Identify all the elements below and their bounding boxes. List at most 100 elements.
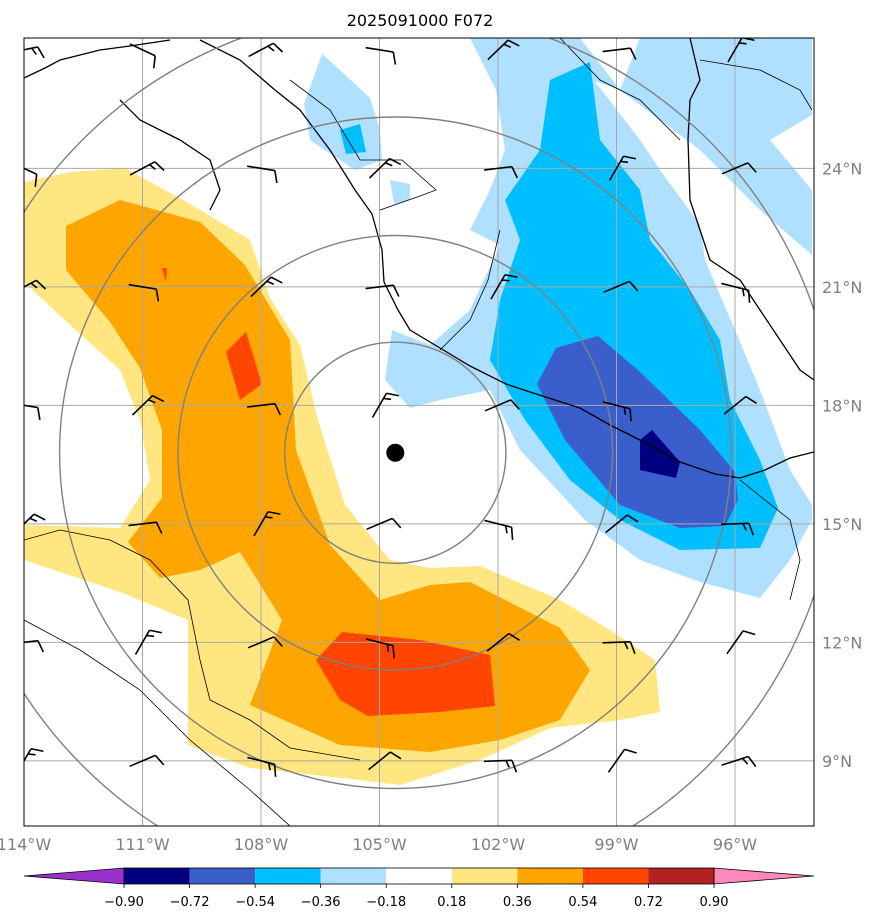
wind-barb-flag <box>392 51 397 65</box>
positive-field-strong-dot <box>162 268 167 282</box>
wind-barb <box>484 399 520 412</box>
wind-barb-flag <box>146 634 155 638</box>
wind-barb-flag <box>383 397 392 401</box>
wind-barb-flag <box>386 644 390 652</box>
wind-barb-flag <box>27 753 36 756</box>
negative-field-light-patch <box>390 180 410 204</box>
figure-title: 2025091000 F072 <box>347 11 494 30</box>
wind-barb-flag <box>510 527 514 540</box>
wind-barb-flag <box>501 279 510 282</box>
colorbar-swatch <box>451 868 518 884</box>
range-ring <box>58 116 732 790</box>
wind-barb-flag <box>267 45 275 52</box>
wind-barb <box>365 46 397 65</box>
wind-barb <box>247 402 282 416</box>
wind-barb-flag <box>386 392 400 397</box>
wind-barb-flag <box>37 640 45 653</box>
wind-barb-shaft <box>24 161 38 175</box>
wind-barb-shaft <box>368 751 391 771</box>
wind-barb <box>129 161 165 176</box>
wind-barb-flag <box>37 407 41 421</box>
wind-barb-shaft <box>365 638 394 647</box>
wind-barb-flag <box>742 523 747 531</box>
wind-barb-flag <box>391 517 402 529</box>
wind-barb-flag <box>31 47 37 55</box>
latitude-label: 21°N <box>822 278 862 297</box>
wind-barb-flag <box>272 42 284 53</box>
wind-barb-shaft <box>720 522 750 526</box>
wind-barb-flag <box>624 748 637 754</box>
wind-barb-shaft <box>721 162 749 175</box>
wind-barb-flag <box>742 630 756 636</box>
wind-barb <box>368 751 402 771</box>
wind-barb-flag <box>747 162 757 173</box>
wind-barb-flag <box>389 751 402 760</box>
wind-barb-flag <box>29 517 38 522</box>
coastline-baja <box>24 39 171 79</box>
wind-barb-flag <box>389 157 402 166</box>
wind-barb <box>483 759 518 773</box>
wind-barb <box>602 401 632 422</box>
wind-barb-flag <box>623 407 627 415</box>
wind-barb-flag <box>155 521 163 534</box>
wind-barb-shaft <box>247 636 275 649</box>
wind-barb <box>602 47 637 60</box>
wind-barb <box>484 519 514 540</box>
latitude-label: 12°N <box>822 633 862 652</box>
longitude-label: 102°W <box>471 835 526 854</box>
wind-barb <box>253 510 281 537</box>
colorbar-tick-label: −0.72 <box>170 895 210 910</box>
wind-barb-flag <box>742 757 749 765</box>
wind-barb <box>605 514 639 534</box>
wind-barb-shaft <box>134 629 151 655</box>
wind-barb-flag <box>270 276 283 284</box>
wind-barb-flag <box>510 399 520 410</box>
wind-barb-flag <box>745 395 757 405</box>
wind-barb-shaft <box>128 283 157 290</box>
wind-barb-flag <box>267 762 271 771</box>
wind-barb-flag <box>35 279 47 290</box>
wind-barb-flag <box>33 513 46 521</box>
colorbar-swatch <box>386 868 452 884</box>
longitude-label: 111°W <box>115 835 170 854</box>
wind-barb <box>134 629 163 655</box>
wind-barb-shaft <box>483 759 513 763</box>
wind-barb-flag <box>149 163 157 170</box>
wind-barb-shaft <box>24 513 35 535</box>
colorbar-tick-label: −0.54 <box>235 895 275 910</box>
wind-barb-shaft <box>726 630 744 655</box>
colorbar-tick-label: 0.36 <box>503 895 532 910</box>
wind-barb-flag <box>30 282 38 289</box>
wind-barb <box>487 39 520 61</box>
wind-barb-shaft <box>484 519 512 529</box>
wind-barb-shaft <box>484 165 512 171</box>
wind-barb-shaft <box>247 165 275 172</box>
wind-barb-shaft <box>721 282 749 292</box>
wind-barb <box>368 157 402 179</box>
wind-barb-flag <box>747 290 751 303</box>
colorbar-tick-label: 0.18 <box>437 895 466 910</box>
border-line-1 <box>289 79 437 211</box>
wind-barb <box>723 395 757 415</box>
latitude-labels: 9°N 12°N 15°N 18°N 21°N 24°N <box>822 159 862 770</box>
longitude-label: 96°W <box>713 835 757 854</box>
positive-field-strong-south <box>316 632 495 716</box>
colorbar-extend-low <box>23 867 125 885</box>
wind-barb-flag <box>504 525 508 534</box>
wind-barb-flag <box>628 280 639 292</box>
wind-barb <box>602 641 636 654</box>
wind-barb <box>131 394 165 416</box>
wind-barb-flag <box>149 629 163 634</box>
wind-barb-shaft <box>247 756 275 766</box>
wind-barb-shaft <box>129 161 156 176</box>
wind-barb <box>371 392 400 418</box>
latitude-label: 24°N <box>822 159 862 178</box>
wind-barb-shaft <box>602 47 631 53</box>
coastline-mexico-pacific <box>199 39 814 479</box>
wind-barb-shaft <box>129 43 156 57</box>
wind-barb-flag <box>152 394 165 403</box>
border-line-5 <box>439 229 501 351</box>
wind-barb-flag <box>507 39 520 47</box>
wind-barb-flag <box>266 280 275 285</box>
wind-barb-flag <box>392 645 395 659</box>
